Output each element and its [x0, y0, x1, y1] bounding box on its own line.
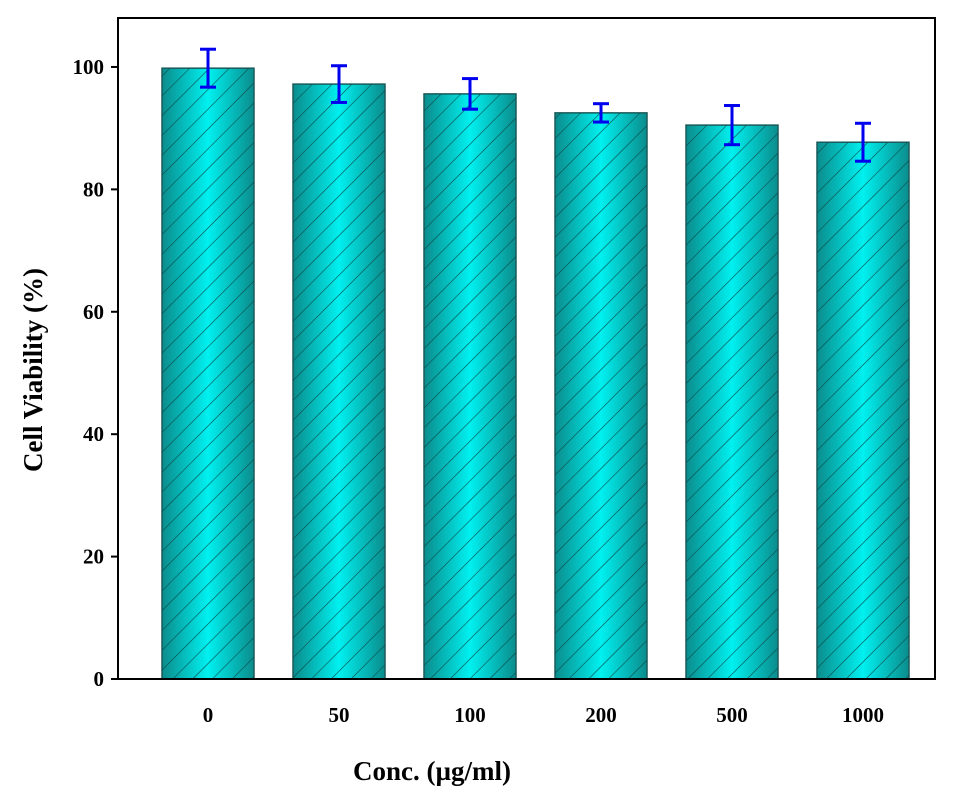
x-tick-label: 1000: [842, 703, 884, 727]
bar-hatch-0: [162, 68, 254, 680]
error-bar-1000: [855, 121, 871, 163]
y-tick-label: 80: [83, 177, 104, 201]
y-axis-label: Cell Viability (%): [18, 268, 48, 472]
x-axis-ticks: 0 50 100 200 500 1000: [203, 703, 884, 727]
bar-hatch-200: [555, 112, 647, 680]
error-bar-200: [593, 102, 609, 124]
bar-hatch-100: [424, 93, 516, 680]
error-bars-group: [200, 47, 871, 163]
y-axis-ticks: 0 20 40 60 80 100: [73, 55, 118, 691]
y-tick-label: 0: [94, 667, 105, 691]
bar-hatch-1000: [817, 142, 909, 679]
x-tick-label: 0: [203, 703, 214, 727]
x-tick-label: 200: [585, 703, 617, 727]
x-tick-label: 500: [716, 703, 748, 727]
error-bar-100: [462, 77, 478, 111]
y-tick-label: 40: [83, 422, 104, 446]
x-tick-label: 100: [454, 703, 486, 727]
error-bar-0: [200, 47, 216, 89]
bars-group: [161, 67, 910, 680]
y-tick-label: 20: [83, 545, 104, 569]
bar-hatch-50: [293, 84, 385, 680]
error-bar-500: [724, 104, 740, 147]
plot-frame: [117, 17, 936, 680]
x-axis-label: Conc. (µg/ml): [353, 756, 511, 786]
error-bar-50: [331, 64, 347, 104]
y-tick-label: 100: [73, 55, 105, 79]
x-tick-label: 50: [329, 703, 350, 727]
y-tick-label: 60: [83, 300, 104, 324]
bar-hatch-500: [686, 125, 778, 679]
